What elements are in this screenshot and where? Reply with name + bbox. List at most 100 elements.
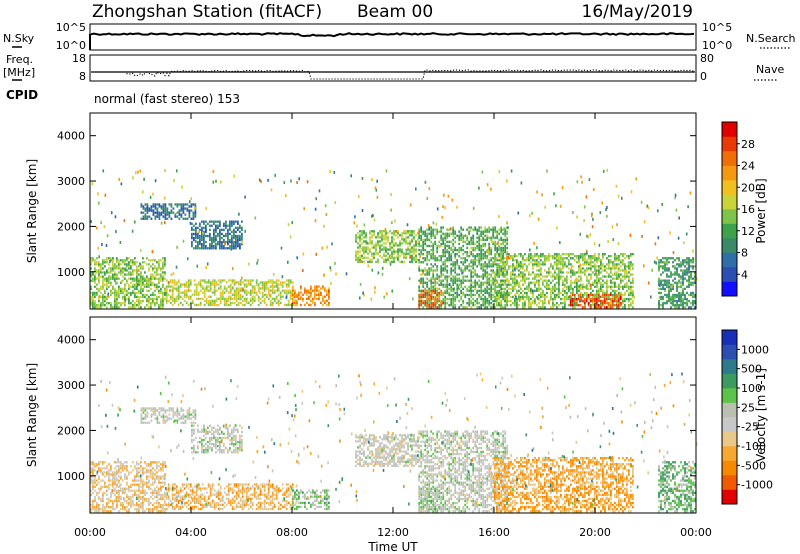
heatmap-cell: [90, 508, 92, 511]
heatmap-cell: [152, 211, 155, 214]
heatmap-cell: [162, 265, 164, 268]
heatmap-cell: [199, 285, 202, 288]
heatmap-cell: [361, 230, 363, 233]
heatmap-cell: [610, 275, 612, 278]
heatmap-cell: [446, 240, 449, 244]
heatmap-cell: [322, 274, 325, 277]
heatmap-cell: [476, 255, 479, 258]
heatmap-cell: [554, 287, 556, 291]
heatmap-cell: [502, 246, 505, 250]
heatmap-cell: [213, 301, 216, 305]
heatmap-cell: [389, 244, 391, 247]
heatmap-cell: [359, 236, 361, 239]
heatmap-cell: [678, 285, 680, 288]
heatmap-cell: [556, 293, 558, 297]
heatmap-cell: [355, 252, 357, 255]
heatmap-cell: [534, 297, 536, 301]
heatmap-cell: [510, 291, 512, 295]
heatmap-cell: [94, 275, 96, 278]
heatmap-cell: [213, 247, 215, 250]
heatmap-cell: [102, 304, 104, 307]
heatmap-cell: [504, 261, 507, 264]
heatmap-cell: [324, 289, 326, 292]
heatmap-cell: [213, 285, 216, 288]
heatmap-cell: [219, 236, 221, 240]
heatmap-cell: [245, 285, 248, 288]
heatmap-cell: [411, 232, 413, 235]
heatmap-cell: [144, 215, 147, 218]
heatmap-cell: [120, 182, 123, 186]
heatmap-cell: [692, 291, 694, 295]
heatmap-cell: [682, 291, 684, 295]
heatmap-cell: [221, 289, 224, 292]
heatmap-cell: [102, 277, 104, 280]
heatmap-cell: [674, 296, 676, 300]
heatmap-cell: [666, 279, 668, 282]
heatmap-cell: [574, 302, 576, 305]
heatmap-cell: [578, 255, 580, 258]
heatmap-cell: [106, 234, 109, 238]
heatmap-cell: [672, 285, 674, 288]
heatmap-cell: [223, 297, 226, 301]
heatmap-cell: [415, 248, 417, 251]
heatmap-cell: [281, 295, 284, 298]
heatmap-cell: [558, 304, 560, 307]
heatmap-cell: [624, 297, 626, 301]
heatmap-cell: [207, 281, 210, 284]
heatmap-cell: [462, 291, 465, 295]
heatmap-cell: [146, 279, 148, 283]
heatmap-cell: [448, 259, 451, 262]
heatmap-cell: [466, 255, 469, 258]
heatmap-cell: [417, 242, 419, 245]
heatmap-cell: [600, 289, 602, 293]
heatmap-cell: [244, 195, 246, 199]
heatmap-cell: [387, 236, 389, 239]
freq-label-line2: [MHz]: [3, 66, 35, 79]
heatmap-cell: [440, 267, 443, 270]
heatmap-cell: [287, 299, 290, 303]
heatmap-cell: [668, 269, 670, 272]
heatmap-cell: [461, 271, 463, 275]
heatmap-cell: [601, 302, 604, 305]
heatmap-cell: [554, 297, 556, 301]
heatmap-cell: [614, 267, 616, 270]
heatmap-cell: [393, 256, 395, 259]
heatmap-cell: [492, 295, 495, 299]
heatmap-cell: [190, 205, 193, 208]
heatmap-cell: [323, 224, 325, 228]
heatmap-cell: [450, 248, 453, 252]
heatmap-cell: [584, 255, 586, 258]
heatmap-cell: [460, 267, 463, 270]
heatmap-cell: [456, 295, 459, 299]
heatmap-cell: [302, 293, 304, 296]
heatmap-cell: [108, 257, 110, 260]
heatmap-cell: [568, 253, 570, 256]
heatmap-cell: [108, 477, 110, 480]
heatmap-cell: [233, 240, 235, 244]
heatmap-cell: [617, 194, 620, 198]
heatmap-cell: [526, 291, 528, 295]
heatmap-cell: [428, 289, 431, 293]
heatmap-cell: [207, 303, 210, 307]
heatmap-cell: [363, 240, 365, 243]
heatmap-cell: [617, 299, 620, 303]
heatmap-cell: [194, 206, 196, 210]
heatmap-cell: [630, 285, 632, 288]
heatmap-cell: [426, 293, 429, 297]
heatmap-cell: [261, 283, 264, 286]
heatmap-cell: [454, 240, 457, 244]
heatmap-cell: [522, 304, 524, 307]
heatmap-cell: [688, 277, 690, 280]
heatmap-cell: [502, 293, 504, 297]
heatmap-cell: [379, 250, 381, 253]
heatmap-cell: [666, 293, 668, 297]
heatmap-cell: [494, 226, 497, 229]
heatmap-cell: [592, 271, 594, 274]
heatmap-cell: [377, 260, 379, 264]
heatmap-cell: [132, 279, 134, 282]
heatmap-cell: [413, 258, 415, 261]
heatmap-cell: [142, 211, 145, 214]
heatmap-cell: [516, 281, 518, 284]
heatmap-cell: [625, 283, 627, 287]
heatmap-cell: [486, 236, 489, 239]
